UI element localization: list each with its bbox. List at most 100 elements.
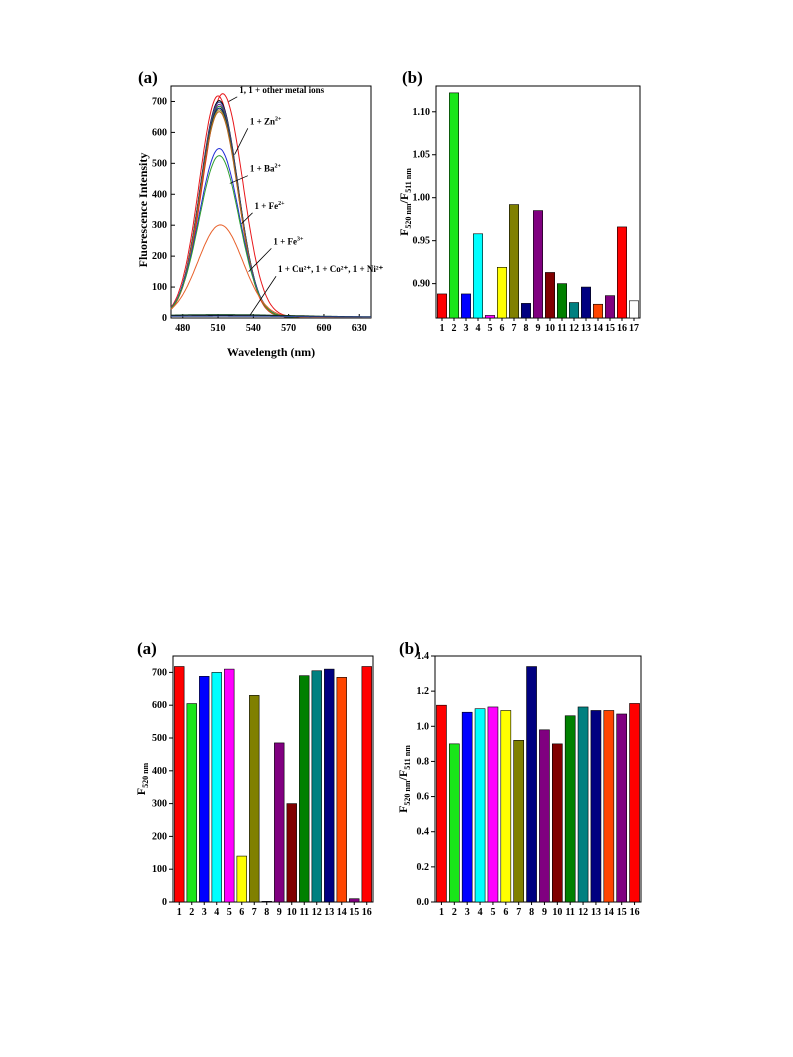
bar [617, 226, 627, 319]
x-tick-label: 17 [629, 323, 639, 334]
y-tick-label: 0.90 [413, 279, 431, 290]
x-tick-label: 480 [175, 323, 190, 334]
x-tick-label: 10 [287, 907, 297, 918]
x-tick-label: 5 [490, 907, 495, 918]
bar [211, 672, 222, 903]
x-tick-label: 11 [557, 323, 566, 334]
x-tick-label: 8 [529, 907, 534, 918]
bar [274, 742, 285, 903]
x-tick-label: 2 [452, 907, 457, 918]
y-tick-label: 600 [152, 127, 167, 138]
y-tick-label: 1.05 [413, 150, 431, 161]
bar [361, 666, 372, 903]
y-tick-label: 500 [152, 733, 167, 744]
x-tick-label: 11 [300, 907, 309, 918]
plot-frame [170, 85, 372, 319]
x-tick-label: 1 [440, 323, 445, 334]
plot-frame [434, 655, 642, 903]
bar [437, 293, 447, 319]
bar [461, 293, 471, 319]
x-tick-label: 16 [630, 907, 640, 918]
y-tick-label: 700 [152, 96, 167, 107]
y-tick-label: 300 [152, 220, 167, 231]
y-tick-label: 400 [152, 766, 167, 777]
x-tick-label: 3 [464, 323, 469, 334]
y-tick-label: 1.0 [417, 721, 430, 732]
bar [526, 666, 537, 903]
bar [474, 708, 486, 903]
annotation-label: 1 + Cu²⁺, 1 + Co²⁺, 1 + Ni²⁺ [278, 264, 383, 274]
bar [336, 677, 347, 903]
x-tick-label: 9 [542, 907, 547, 918]
y-tick-label: 1.00 [413, 193, 431, 204]
x-tick-label: 13 [591, 907, 601, 918]
y-tick-label: 300 [152, 799, 167, 810]
x-tick-label: 14 [337, 907, 347, 918]
bar [224, 668, 235, 903]
bar [449, 92, 459, 319]
y-axis-title: Fluorescence Intensity [136, 153, 150, 268]
spectrum-line [171, 315, 371, 318]
x-tick-label: 13 [324, 907, 334, 918]
y-tick-label: 0.95 [413, 236, 431, 247]
bar [199, 676, 210, 903]
bar [349, 898, 360, 903]
y-tick-label: 100 [152, 864, 167, 875]
annotation-label: 1, 1 + other metal ions [239, 85, 324, 95]
y-tick-label: 0.0 [417, 897, 430, 908]
bar [551, 743, 563, 903]
x-tick-label: 6 [503, 907, 508, 918]
x-tick-label: 7 [516, 907, 521, 918]
x-tick-label: 9 [277, 907, 282, 918]
x-tick-label: 10 [545, 323, 555, 334]
annotation-arrow [229, 175, 248, 184]
x-tick-label: 3 [202, 907, 207, 918]
x-tick-label: 14 [604, 907, 614, 918]
bar [461, 711, 473, 903]
x-tick-label: 7 [512, 323, 517, 334]
bar [616, 713, 628, 903]
x-tick-label: 2 [452, 323, 457, 334]
x-tick-label: 510 [211, 323, 226, 334]
x-tick-label: 1 [177, 907, 182, 918]
bar [500, 710, 512, 903]
y-tick-label: 0.4 [417, 827, 430, 838]
x-tick-label: 600 [316, 323, 331, 334]
annotation-arrow [234, 128, 249, 155]
x-axis-title: Wavelength (nm) [227, 345, 315, 359]
bar [487, 706, 499, 903]
x-tick-label: 10 [552, 907, 562, 918]
x-tick-label: 3 [465, 907, 470, 918]
bar [311, 670, 322, 903]
bar [485, 315, 495, 319]
panel-label-b-bottom: (b) [399, 639, 420, 658]
annotation-arrow [228, 96, 238, 102]
bar [236, 855, 247, 903]
bar [539, 729, 550, 903]
y-tick-label: 0.8 [417, 756, 430, 767]
bar [577, 706, 589, 903]
x-tick-label: 12 [578, 907, 588, 918]
bar [497, 267, 507, 319]
annotation-arrow [241, 212, 253, 224]
bar [473, 233, 483, 319]
x-tick-label: 11 [565, 907, 574, 918]
bar [521, 303, 531, 319]
panel-label-b: (b) [402, 68, 423, 87]
x-tick-label: 630 [352, 323, 367, 334]
bar [557, 283, 567, 319]
annotation-label: 1 + Fe2+ [255, 201, 286, 211]
bar [564, 715, 576, 903]
bar [569, 302, 579, 319]
x-tick-label: 4 [478, 907, 483, 918]
bar [509, 204, 519, 319]
y-tick-label: 0.2 [417, 862, 430, 873]
x-tick-label: 16 [617, 323, 627, 334]
y-tick-label: 200 [152, 831, 167, 842]
x-tick-label: 16 [362, 907, 372, 918]
x-tick-label: 8 [524, 323, 529, 334]
bar [186, 703, 197, 903]
x-tick-label: 15 [605, 323, 615, 334]
bar [436, 704, 447, 903]
